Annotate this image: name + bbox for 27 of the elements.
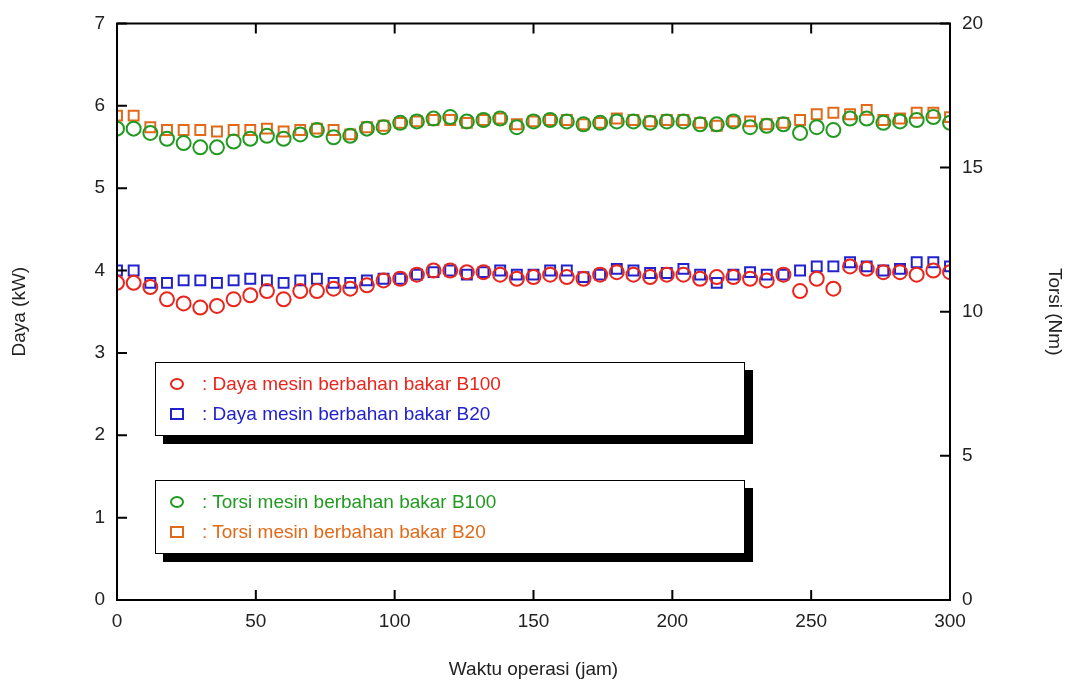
x-tick-label: 0 <box>111 609 123 631</box>
legend-label: : Torsi mesin berbahan bakar B100 <box>202 491 497 513</box>
y-tick-label: 3 <box>94 341 105 363</box>
legend-label: : Torsi mesin berbahan bakar B20 <box>202 521 486 543</box>
y2-tick-label: 10 <box>962 299 984 321</box>
y-tick-label: 6 <box>94 94 105 116</box>
y-tick-label: 4 <box>94 258 106 280</box>
y2-tick-label: 5 <box>962 444 973 466</box>
x-tick-label: 150 <box>517 609 550 631</box>
x-tick-label: 50 <box>245 609 267 631</box>
x-tick-label: 300 <box>934 609 966 631</box>
legend-label: : Daya mesin berbahan bakar B100 <box>202 373 501 395</box>
y2-axis-title: Torsi (Nm) <box>1045 267 1067 356</box>
x-tick-label: 200 <box>656 609 689 631</box>
y2-tick-label: 20 <box>962 11 984 33</box>
y-tick-label: 7 <box>94 11 105 33</box>
x-tick-label: 250 <box>795 609 828 631</box>
legend-label: : Daya mesin berbahan bakar B20 <box>202 403 491 425</box>
x-tick-label: 100 <box>378 609 411 631</box>
y2-tick-label: 15 <box>962 155 984 177</box>
y-axis-title: Daya (kW) <box>7 266 29 357</box>
y-tick-label: 0 <box>94 588 105 610</box>
y2-tick-label: 0 <box>962 588 973 610</box>
x-axis-title: Waktu operasi (jam) <box>448 657 619 679</box>
y-tick-label: 5 <box>94 176 105 198</box>
y-tick-label: 2 <box>94 423 105 445</box>
y-tick-label: 1 <box>94 505 105 527</box>
